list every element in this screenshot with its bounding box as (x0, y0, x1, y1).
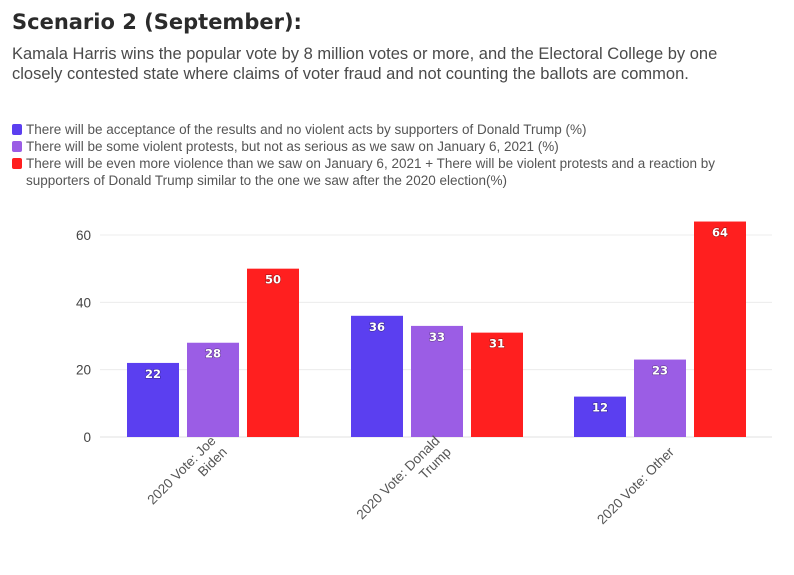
data-label: 36 (369, 320, 385, 334)
y-tick-label: 0 (83, 430, 91, 445)
data-label: 12 (592, 401, 608, 415)
legend-label: There will be acceptance of the results … (26, 122, 587, 137)
y-tick-label: 60 (76, 228, 91, 243)
chart-subtitle: Kamala Harris wins the popular vote by 8… (12, 45, 718, 83)
bar (187, 342, 239, 437)
data-label: 31 (489, 337, 505, 351)
bar (411, 325, 463, 437)
data-label: 50 (265, 273, 281, 287)
data-label: 22 (145, 367, 161, 381)
bar (127, 362, 179, 437)
bars (127, 221, 746, 437)
chart-title: Scenario 2 (September): (12, 10, 302, 34)
legend-label: There will be even more violence than we… (26, 156, 716, 188)
bar (634, 359, 686, 437)
bar (694, 221, 746, 437)
data-label: 23 (652, 364, 668, 378)
legend-item-some-violence[interactable]: There will be some violent protests, but… (12, 138, 752, 155)
x-tick-label: 2020 Vote: Other (594, 444, 677, 527)
bar (247, 268, 299, 437)
y-tick-label: 40 (76, 295, 91, 310)
data-label: 28 (205, 347, 221, 361)
bar (574, 396, 626, 437)
y-axis: 0 20 40 60 (76, 228, 91, 445)
bar (471, 332, 523, 437)
data-labels: 22 36 12 28 33 23 50 31 64 (144, 225, 728, 415)
legend-item-more-violence[interactable]: There will be even more violence than we… (12, 155, 752, 189)
legend-swatch (12, 141, 22, 152)
y-tick-label: 20 (76, 363, 91, 378)
legend: There will be acceptance of the results … (12, 121, 752, 189)
legend-swatch (12, 158, 22, 169)
legend-item-acceptance[interactable]: There will be acceptance of the results … (12, 121, 752, 138)
bar (351, 315, 403, 437)
x-tick-label-line: 2020 Vote: Other (594, 444, 677, 527)
legend-swatch (12, 124, 22, 135)
legend-label: There will be some violent protests, but… (26, 139, 559, 154)
data-label: 33 (429, 330, 445, 344)
data-label: 64 (712, 226, 728, 240)
